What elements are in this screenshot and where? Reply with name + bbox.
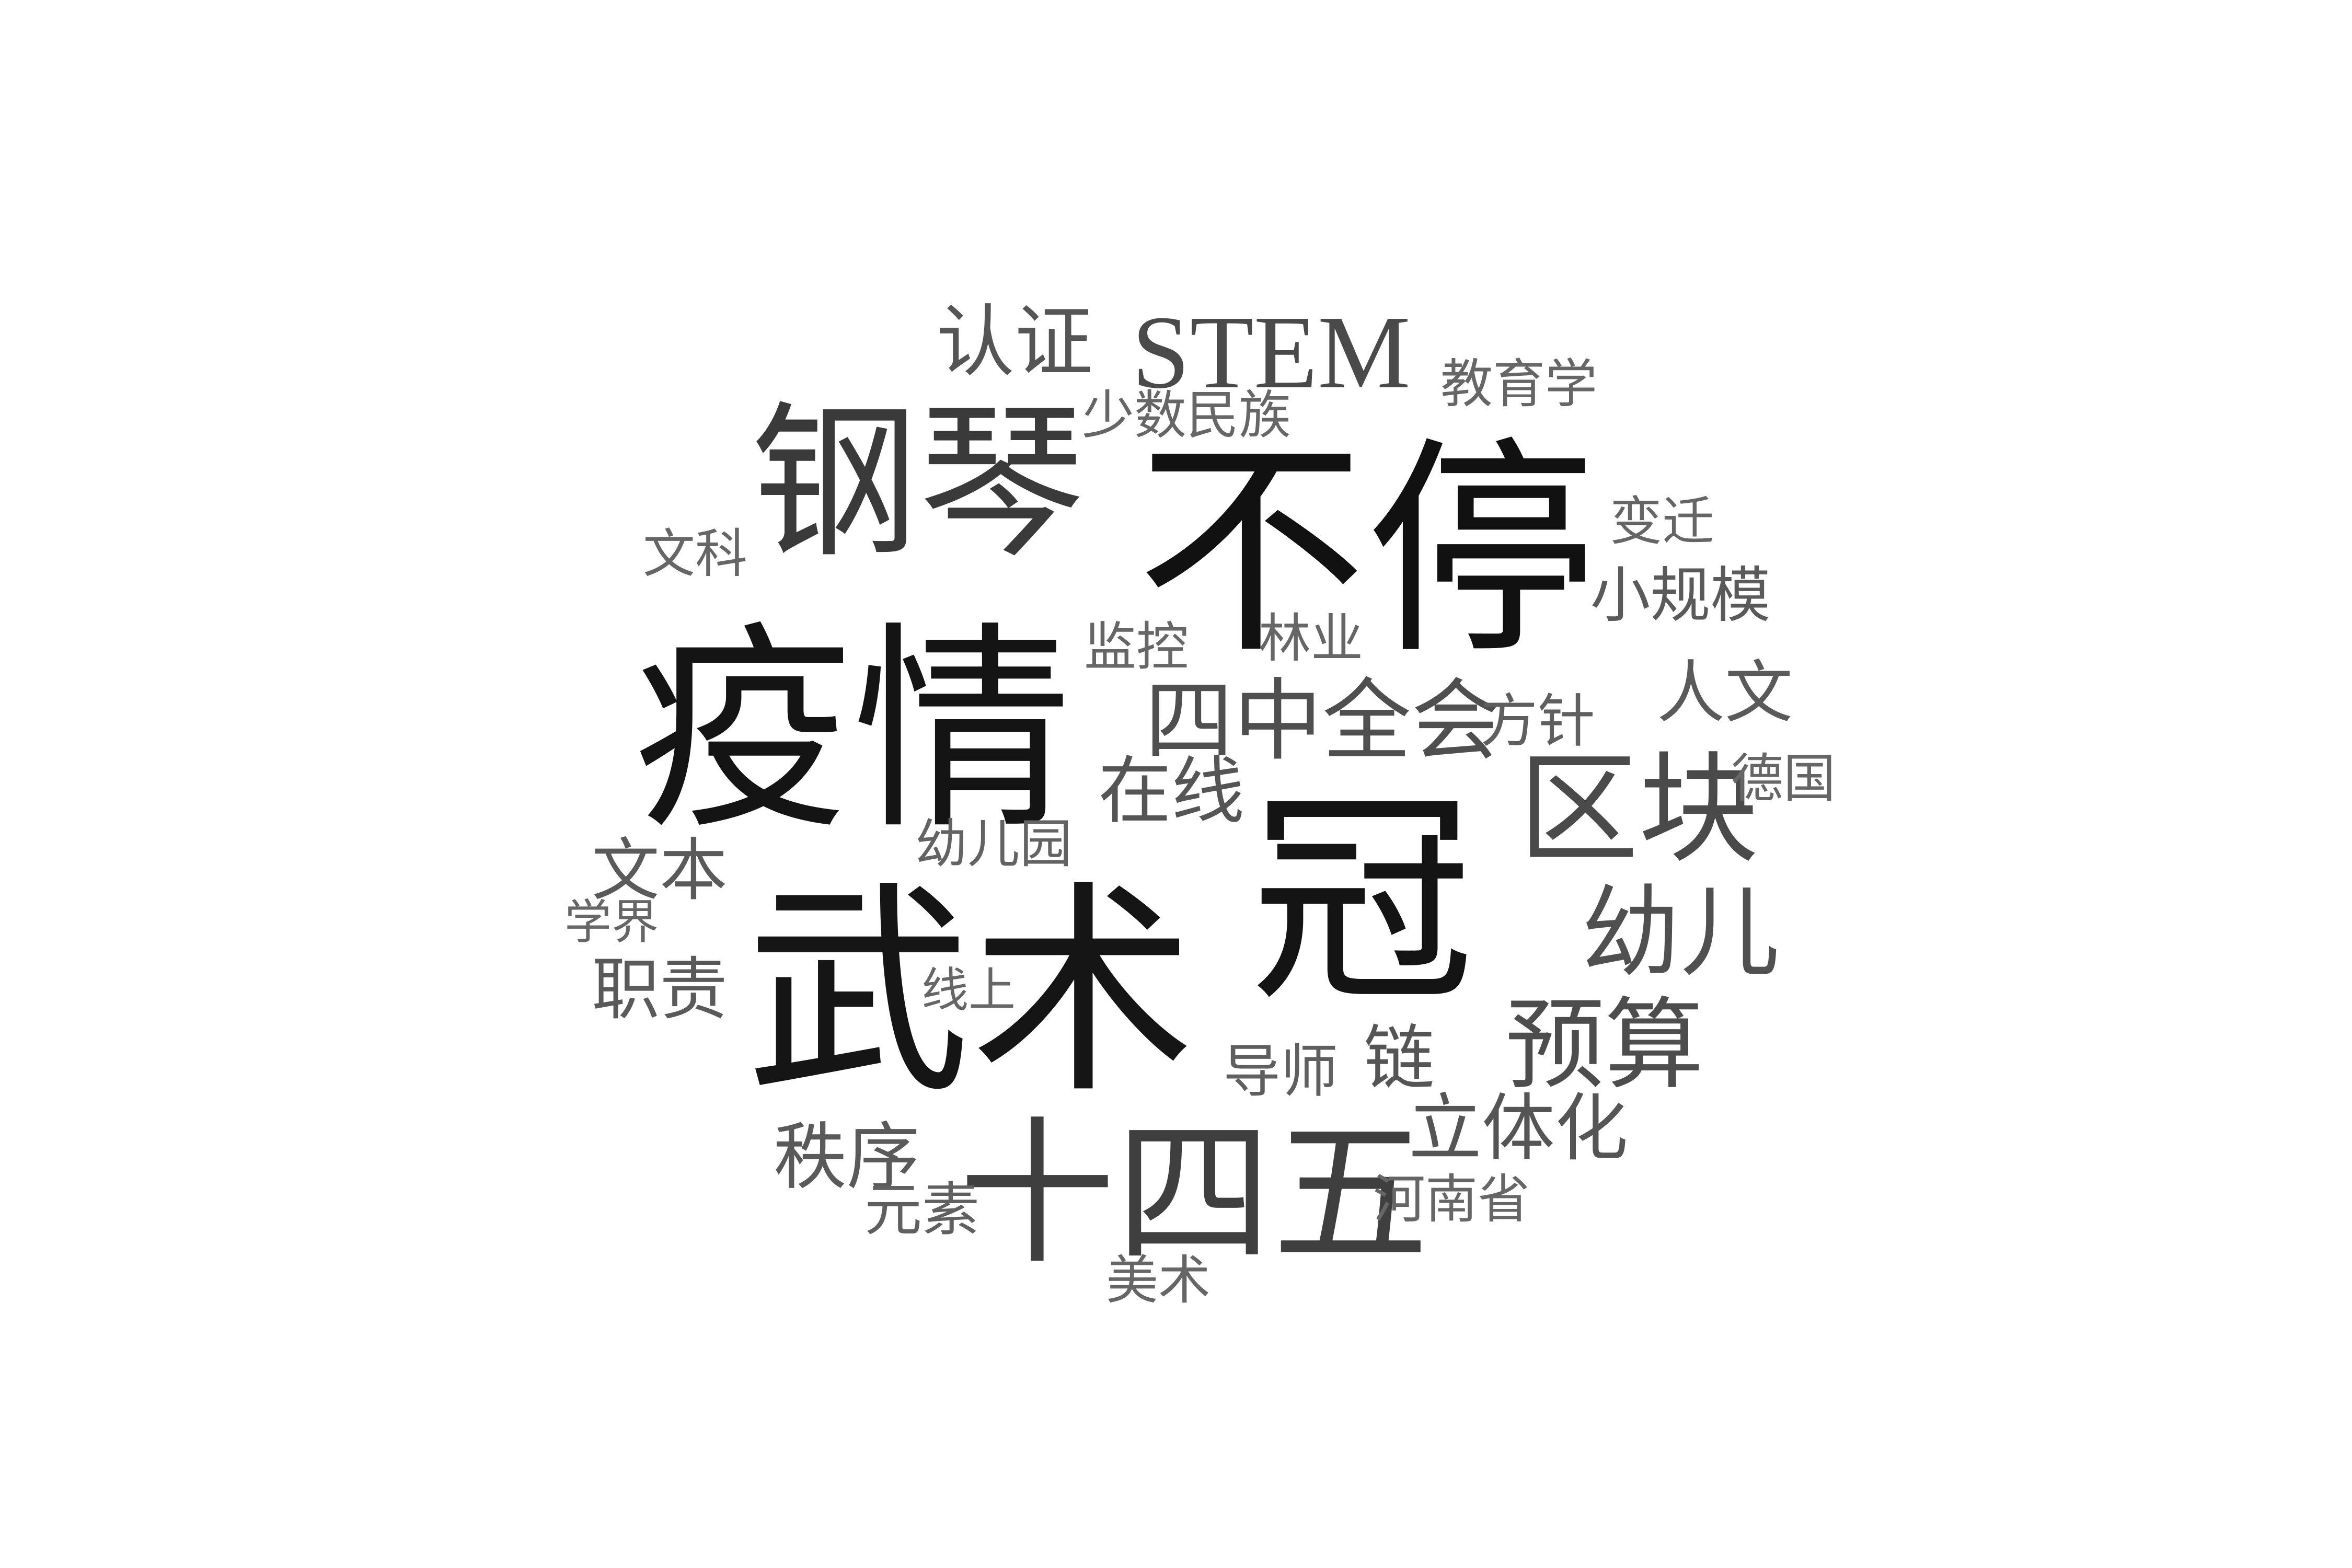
- word-stem: STEM: [1132, 295, 1411, 410]
- word-dao-shi: 导师: [1223, 1038, 1338, 1105]
- word-yuan-su: 元素: [864, 1177, 979, 1243]
- word-bu-ting: 不停: [1136, 418, 1596, 685]
- word-xue-jie: 学界: [564, 895, 659, 950]
- word-zhi-ze: 职责: [591, 950, 728, 1029]
- word-zhi-xu: 秩序: [773, 1115, 920, 1200]
- word-de-guo: 德国: [1731, 748, 1836, 809]
- word-mei-shu: 美术: [1106, 1250, 1210, 1311]
- word-lian: 链: [1364, 1017, 1435, 1100]
- word-zai-xian: 在线: [1098, 749, 1245, 834]
- word-gang-qin: 钢琴: [751, 386, 1086, 581]
- word-ren-zheng: 认证: [936, 297, 1093, 388]
- word-yu-suan: 预算: [1505, 987, 1704, 1103]
- word-qu-kuai: 区块: [1518, 740, 1759, 880]
- word-lin-ye: 林业: [1259, 608, 1363, 669]
- word-shi-si-wu: 十四五: [959, 1103, 1429, 1285]
- word-si-zhong-quan-hui: 四中全会: [1144, 670, 1501, 773]
- word-li-ti-hua: 立体化: [1408, 1086, 1629, 1171]
- word-guan: 冠: [1250, 771, 1474, 1032]
- word-wen-ke: 文科: [643, 523, 747, 584]
- word-jiao-yu-xue: 教育学: [1440, 353, 1597, 414]
- word-jian-kong: 监控: [1084, 616, 1189, 677]
- word-yi-qing: 疫情: [633, 604, 1072, 859]
- word-you-er-yuan: 幼儿园: [915, 813, 1072, 874]
- word-shao-shu-min-zu: 少数民族: [1082, 385, 1291, 446]
- word-you-er: 幼儿: [1581, 875, 1780, 990]
- word-xian-shang: 线上: [921, 963, 1016, 1018]
- word-bian-qian: 变迁: [1610, 491, 1714, 552]
- word-he-nan-sheng: 河南省: [1373, 1169, 1530, 1230]
- word-ren-wen: 人文: [1656, 653, 1793, 732]
- word-xiao-gui-mo: 小规模: [1590, 560, 1771, 631]
- word-wen-ben: 文本: [591, 831, 728, 910]
- word-wu-shu: 武术: [746, 862, 1195, 1124]
- word-fang-zhen: 方针: [1480, 688, 1595, 755]
